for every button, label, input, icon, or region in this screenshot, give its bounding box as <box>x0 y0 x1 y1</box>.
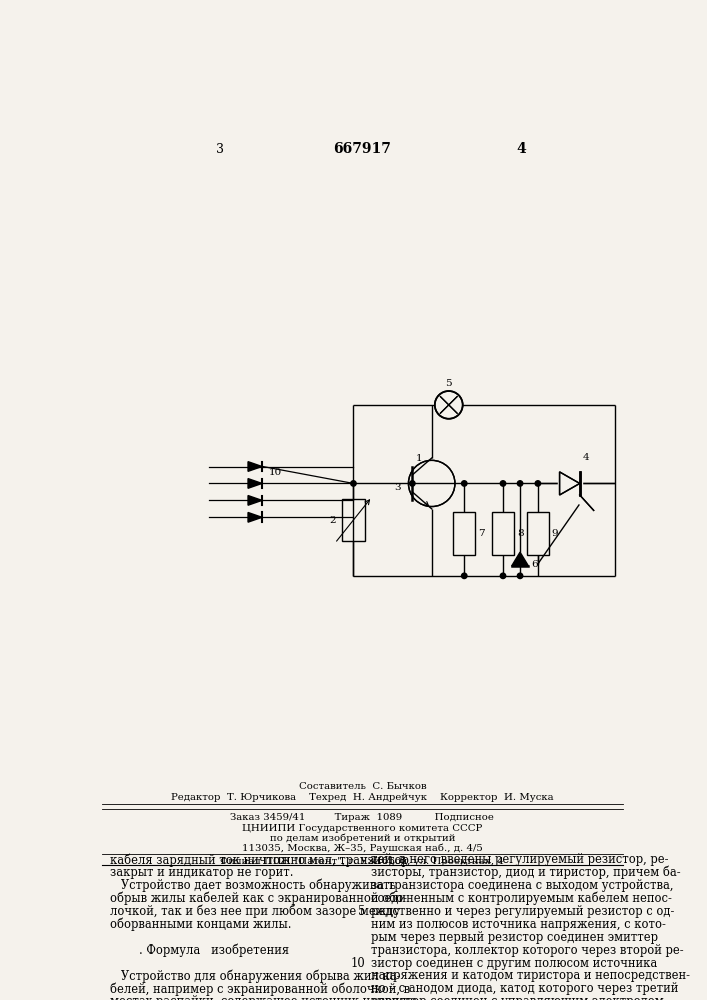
Text: 3: 3 <box>216 143 224 156</box>
Circle shape <box>501 481 506 486</box>
Text: зистор соединен с другим полюсом источника: зистор соединен с другим полюсом источни… <box>370 957 657 970</box>
Bar <box>558 470 582 497</box>
Text: зисторы, транзистор, диод и тиристор, причем ба-: зисторы, транзистор, диод и тиристор, пр… <box>370 866 680 879</box>
Text: редственно и через регулируемый резистор с од-: редственно и через регулируемый резистор… <box>370 905 674 918</box>
Text: 4: 4 <box>516 142 526 156</box>
Text: 5: 5 <box>445 379 452 388</box>
Text: кабеля зарядный ток ничтожно мал, транзистор: кабеля зарядный ток ничтожно мал, транзи… <box>110 853 409 867</box>
Text: 667917: 667917 <box>334 142 391 156</box>
Text: 5: 5 <box>358 905 365 918</box>
Circle shape <box>518 573 522 579</box>
Bar <box>453 512 475 555</box>
Text: ЦНИИПИ Государственного комитета СССР: ЦНИИПИ Государственного комитета СССР <box>243 824 482 833</box>
Text: 1: 1 <box>416 454 423 463</box>
Circle shape <box>462 481 467 486</box>
Polygon shape <box>512 552 528 566</box>
Text: Устройство дает возможность обнаруживать: Устройство дает возможность обнаруживать <box>110 879 396 892</box>
Text: обрыв жилы кабелей как с экранированной обо-: обрыв жилы кабелей как с экранированной … <box>110 892 407 905</box>
Circle shape <box>409 481 415 486</box>
Polygon shape <box>248 462 262 471</box>
Text: соединенным с контролируемым кабелем непос-: соединенным с контролируемым кабелем неп… <box>370 892 672 905</box>
Text: 113035, Москва, Ж–35, Раушская наб., д. 4/5: 113035, Москва, Ж–35, Раушская наб., д. … <box>242 844 483 853</box>
Text: тей, в него введены регулируемый резистор, ре-: тей, в него введены регулируемый резисто… <box>370 853 668 866</box>
Circle shape <box>351 481 356 486</box>
Circle shape <box>518 481 522 486</box>
Text: Заказ 3459/41         Тираж  1089          Подписное: Заказ 3459/41 Тираж 1089 Подписное <box>230 813 494 822</box>
Text: Составитель  С. Бычков: Составитель С. Бычков <box>298 782 426 791</box>
Text: Устройство для обнаружения обрыва жил ка-: Устройство для обнаружения обрыва жил ка… <box>110 969 401 983</box>
Circle shape <box>462 573 467 579</box>
Text: Филиал ППП "Патент", г. Ужгород, ул. Проектная, 4: Филиал ППП "Патент", г. Ужгород, ул. Про… <box>221 857 504 866</box>
Text: белей, например с экранированной оболочкой, в: белей, например с экранированной оболочк… <box>110 982 411 996</box>
Circle shape <box>409 461 454 505</box>
Text: 3: 3 <box>394 483 401 492</box>
Text: 10: 10 <box>269 468 282 477</box>
Text: лочкой, так и без нее при любом зазоре между: лочкой, так и без нее при любом зазоре м… <box>110 905 400 918</box>
Bar <box>341 499 365 541</box>
Text: ним из полюсов источника напряжения, с кото-: ним из полюсов источника напряжения, с к… <box>370 918 665 931</box>
Text: по делам изобретений и открытий: по делам изобретений и открытий <box>269 834 455 843</box>
Text: 4: 4 <box>583 453 590 462</box>
Text: рым через первый резистор соединен эмиттер: рым через первый резистор соединен эмитт… <box>370 931 658 944</box>
Text: 6: 6 <box>532 560 538 569</box>
Circle shape <box>501 573 506 579</box>
Text: но – с анодом диода, катод которого через третий: но – с анодом диода, катод которого чере… <box>370 982 678 995</box>
Text: напряжения и катодом тиристора и непосредствен-: напряжения и катодом тиристора и непосре… <box>370 969 689 982</box>
Text: закрыт и индикатор не горит.: закрыт и индикатор не горит. <box>110 866 294 879</box>
Text: 2: 2 <box>329 516 337 525</box>
Text: . Формула   изобретения: . Формула изобретения <box>110 944 289 957</box>
Bar <box>492 512 514 555</box>
Bar <box>527 512 549 555</box>
Text: 8: 8 <box>517 529 524 538</box>
Text: за транзистора соединена с выходом устройства,: за транзистора соединена с выходом устро… <box>370 879 673 892</box>
Text: Редактор  Т. Юрчикова    Техред  Н. Андрейчук    Корректор  И. Муска: Редактор Т. Юрчикова Техред Н. Андрейчук… <box>171 793 554 802</box>
Text: 10: 10 <box>351 957 365 970</box>
Circle shape <box>436 392 462 418</box>
Text: 9: 9 <box>552 529 559 538</box>
Polygon shape <box>248 479 262 488</box>
Text: транзистора, коллектор которого через второй ре-: транзистора, коллектор которого через вт… <box>370 944 683 957</box>
Polygon shape <box>248 496 262 505</box>
Circle shape <box>535 481 541 486</box>
Text: 7: 7 <box>478 529 485 538</box>
Text: местах распайки, содержащее источник напряже-: местах распайки, содержащее источник нап… <box>110 995 421 1000</box>
Text: резистор соединен с управляющим электродом: резистор соединен с управляющим электрод… <box>370 995 663 1000</box>
Polygon shape <box>248 512 262 522</box>
Text: оборванными концами жилы.: оборванными концами жилы. <box>110 918 292 931</box>
